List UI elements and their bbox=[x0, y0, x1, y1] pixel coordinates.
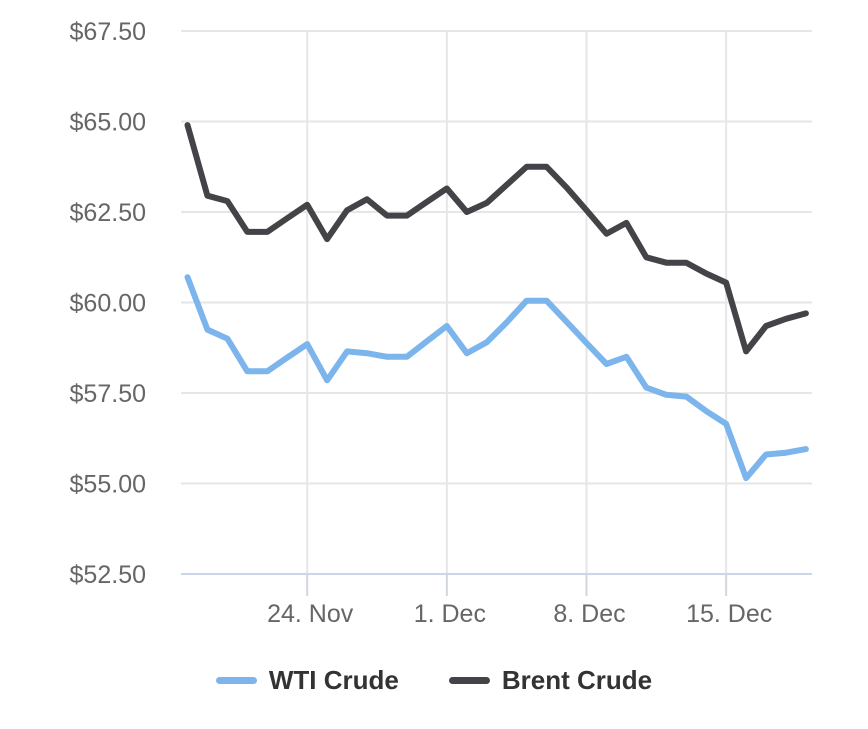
y-axis-label: $55.00 bbox=[70, 471, 146, 499]
legend-item-wti-crude[interactable]: WTI Crude bbox=[215, 665, 399, 696]
x-axis-label: 8. Dec bbox=[553, 600, 625, 628]
brent-legend-label: Brent Crude bbox=[501, 665, 653, 695]
chart-legend: WTI Crude Brent Crude bbox=[0, 665, 868, 696]
y-axis-label: $52.50 bbox=[70, 561, 146, 589]
brent-line-swatch-icon bbox=[448, 677, 490, 684]
y-axis-label: $65.00 bbox=[70, 109, 146, 137]
y-axis-label: $67.50 bbox=[70, 18, 146, 46]
legend-item-brent-crude[interactable]: Brent Crude bbox=[448, 665, 653, 696]
y-axis-label: $57.50 bbox=[70, 380, 146, 408]
series-line-brent-crude[interactable] bbox=[184, 122, 809, 355]
x-axis-label: 15. Dec bbox=[686, 600, 772, 628]
wti-legend-label: WTI Crude bbox=[268, 665, 399, 695]
series-line-wti-crude[interactable] bbox=[184, 274, 809, 482]
wti-line-swatch-icon bbox=[215, 677, 257, 684]
y-axis-label: $62.50 bbox=[70, 199, 146, 227]
y-axis-label: $60.00 bbox=[70, 290, 146, 318]
x-axis-label: 24. Nov bbox=[267, 600, 354, 628]
price-chart-plot[interactable]: $52.50 $55.00 $57.50 $60.00 $62.50 $65.00 $67.… bbox=[0, 0, 868, 660]
x-axis-label: 1. Dec bbox=[414, 600, 486, 628]
